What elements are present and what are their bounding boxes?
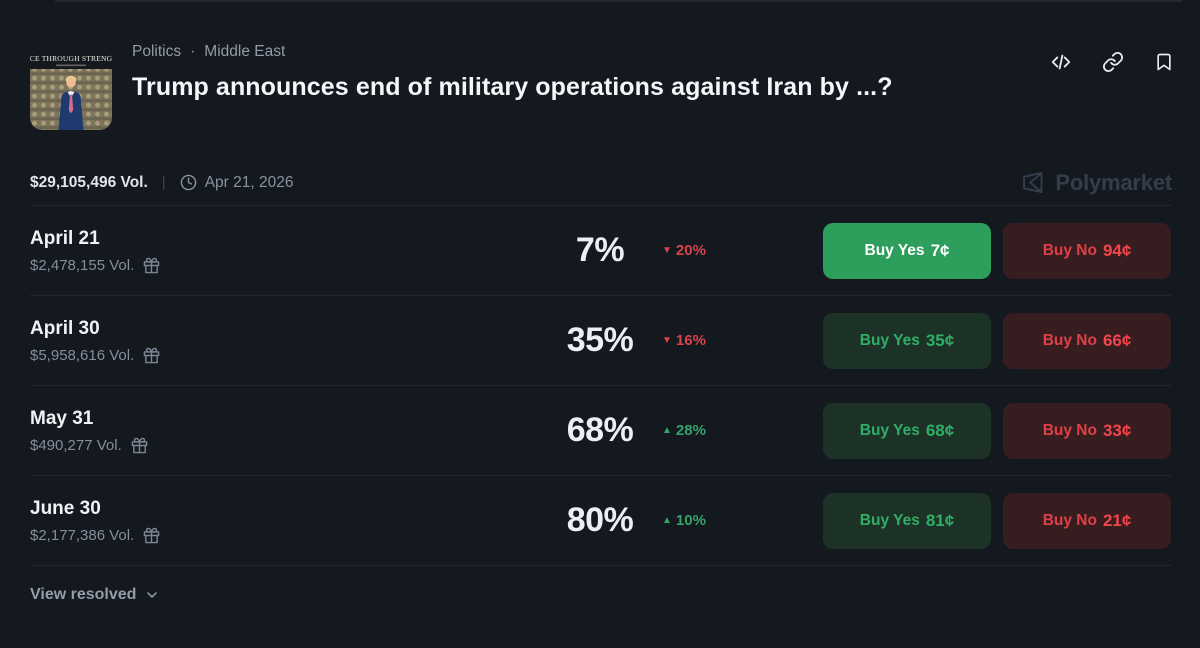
end-date-text: Apr 21, 2026	[204, 173, 294, 191]
market-title: Trump announces end of military operatio…	[132, 73, 893, 101]
header-text-block: Politics · Middle East Trump announces e…	[132, 43, 893, 104]
outcome-volume: $490,277 Vol.	[30, 436, 122, 454]
outcome-info: May 31 $490,277 Vol.	[30, 408, 550, 454]
outcome-chance: 80%	[566, 501, 634, 539]
buy-no-label: Buy No	[1042, 241, 1097, 259]
outcome-volume: $2,177,386 Vol.	[30, 526, 135, 544]
change-value: 16%	[675, 332, 706, 349]
outcome-row-april-30: April 30 $5,958,616 Vol. 35% ▼ 16% Buy Y…	[30, 295, 1171, 385]
change-value: 10%	[675, 512, 706, 529]
thumbnail-banner-text: CE THROUGH STRENG	[30, 54, 112, 63]
buy-yes-label: Buy Yes	[859, 421, 920, 439]
outcome-row-may-31: May 31 $490,277 Vol. 68% ▲ 28% Buy Yes 6…	[30, 385, 1171, 475]
outcome-change: ▼ 20%	[650, 242, 770, 259]
outcome-name: April 21	[30, 227, 100, 249]
buy-yes-button[interactable]: Buy Yes 7¢	[823, 222, 991, 279]
embed-code-icon[interactable]	[1050, 51, 1072, 73]
outcome-volume-line: $5,958,616 Vol.	[30, 347, 550, 364]
bookmark-icon[interactable]	[1154, 51, 1174, 73]
polymarket-watermark: Polymarket	[1019, 169, 1172, 196]
outcome-change: ▲ 10%	[650, 512, 770, 529]
buy-no-price: 94¢	[1102, 240, 1132, 260]
buy-yes-label: Buy Yes	[859, 511, 920, 529]
change-arrow-icon: ▲	[662, 424, 672, 436]
outcome-volume: $2,478,155 Vol.	[30, 256, 135, 274]
stats-separator: |	[161, 174, 166, 191]
gift-rewards-icon[interactable]	[143, 257, 160, 274]
buy-no-price: 66¢	[1102, 330, 1132, 350]
buy-yes-button[interactable]: Buy Yes 81¢	[823, 492, 991, 549]
gift-rewards-icon[interactable]	[143, 527, 160, 544]
outcome-chance: 35%	[566, 321, 634, 359]
outcome-volume-line: $2,478,155 Vol.	[30, 257, 550, 274]
end-date: Apr 21, 2026	[180, 173, 294, 192]
buy-no-label: Buy No	[1042, 331, 1097, 349]
change-value: 28%	[675, 422, 706, 439]
buy-yes-price: 81¢	[925, 510, 955, 530]
outcome-chance: 7%	[575, 231, 625, 269]
market-header: CE THROUGH STRENG Politics · Middle East…	[30, 43, 1174, 130]
gift-rewards-icon[interactable]	[143, 347, 160, 364]
polymarket-logo-icon	[1023, 171, 1043, 194]
buy-yes-button[interactable]: Buy Yes 35¢	[823, 312, 991, 369]
view-resolved-label: View resolved	[30, 586, 137, 603]
total-volume: $29,105,496 Vol.	[30, 173, 148, 191]
buy-yes-label: Buy Yes	[864, 241, 925, 259]
gift-rewards-icon[interactable]	[131, 437, 148, 454]
buy-yes-button[interactable]: Buy Yes 68¢	[823, 402, 991, 459]
breadcrumb: Politics · Middle East	[132, 43, 893, 61]
buy-no-label: Buy No	[1042, 511, 1097, 529]
outcome-chance: 68%	[566, 411, 634, 449]
buy-no-price: 33¢	[1102, 420, 1132, 440]
chevron-down-icon	[147, 592, 158, 598]
change-arrow-icon: ▼	[662, 334, 672, 346]
outcome-volume: $5,958,616 Vol.	[30, 346, 135, 364]
outcome-name: April 30	[30, 317, 100, 339]
buy-no-button[interactable]: Buy No 33¢	[1003, 402, 1171, 459]
buy-no-label: Buy No	[1042, 421, 1097, 439]
change-value: 20%	[675, 242, 706, 259]
market-thumbnail: CE THROUGH STRENG	[30, 48, 112, 130]
header-actions	[1050, 51, 1174, 73]
outcome-change: ▲ 28%	[650, 422, 770, 439]
change-arrow-icon: ▲	[662, 514, 672, 526]
outcome-name: May 31	[30, 407, 94, 429]
outcome-info: April 30 $5,958,616 Vol.	[30, 318, 550, 364]
outcome-name: June 30	[30, 497, 101, 519]
breadcrumb-category[interactable]: Politics	[132, 43, 182, 60]
outcomes-list: April 21 $2,478,155 Vol. 7% ▼ 20% Buy Ye…	[30, 205, 1171, 566]
top-divider	[55, 0, 1182, 2]
outcome-volume-line: $490,277 Vol.	[30, 437, 550, 454]
view-resolved-toggle[interactable]: View resolved	[30, 586, 160, 604]
buy-no-button[interactable]: Buy No 94¢	[1003, 222, 1171, 279]
copy-link-icon[interactable]	[1102, 51, 1124, 73]
buy-no-button[interactable]: Buy No 66¢	[1003, 312, 1171, 369]
buy-no-button[interactable]: Buy No 21¢	[1003, 492, 1171, 549]
buy-yes-label: Buy Yes	[859, 331, 920, 349]
breadcrumb-separator: ·	[190, 43, 196, 60]
outcome-info: April 21 $2,478,155 Vol.	[30, 228, 550, 274]
outcome-info: June 30 $2,177,386 Vol.	[30, 498, 550, 544]
polymarket-wordmark: Polymarket	[1055, 169, 1172, 195]
market-stats: $29,105,496 Vol. | Apr 21, 2026 Polymark…	[30, 169, 1172, 196]
outcome-row-june-30: June 30 $2,177,386 Vol. 80% ▲ 10% Buy Ye…	[30, 475, 1171, 565]
change-arrow-icon: ▼	[662, 244, 672, 256]
buy-yes-price: 68¢	[925, 420, 955, 440]
buy-no-price: 21¢	[1102, 510, 1132, 530]
buy-yes-price: 35¢	[925, 330, 955, 350]
outcome-volume-line: $2,177,386 Vol.	[30, 527, 550, 544]
outcome-row-april-21: April 21 $2,478,155 Vol. 7% ▼ 20% Buy Ye…	[30, 205, 1171, 295]
buy-yes-price: 7¢	[930, 240, 950, 260]
clock-icon	[180, 174, 196, 191]
outcome-change: ▼ 16%	[650, 332, 770, 349]
breadcrumb-subcategory[interactable]: Middle East	[204, 43, 286, 60]
